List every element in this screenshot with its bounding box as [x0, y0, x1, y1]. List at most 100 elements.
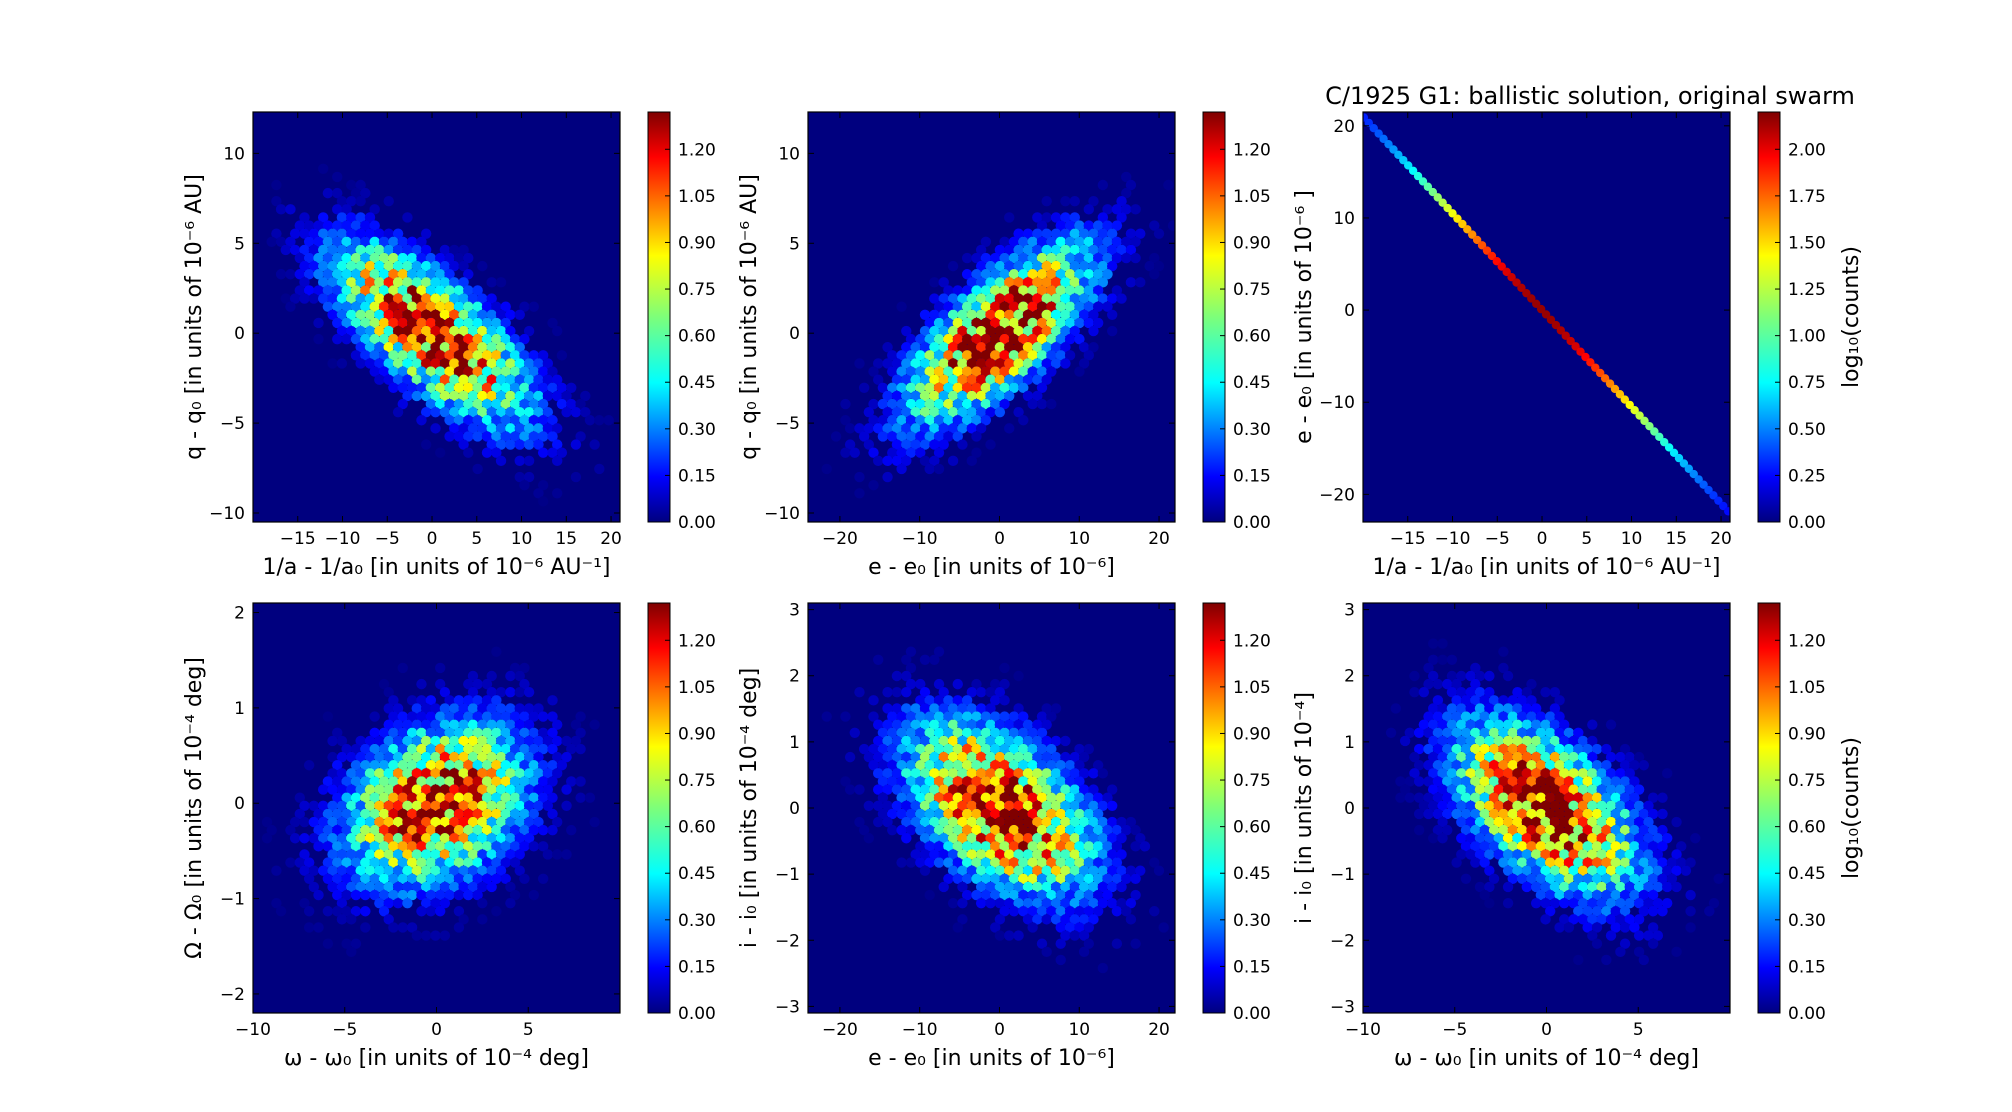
hexbin-cell: [966, 703, 977, 714]
hexbin-cell: [1601, 889, 1612, 901]
hexbin-cell: [584, 792, 596, 803]
hexbin-cell: [910, 784, 921, 795]
hexbin-cell: [1046, 841, 1057, 852]
hexbin-cell: [1394, 150, 1403, 160]
hexbin-cell: [547, 792, 558, 803]
hexbin-cell: [425, 873, 437, 885]
hexbin-cell: [1055, 922, 1066, 933]
hexbin-cell: [1050, 244, 1062, 256]
hexbin-cell: [971, 889, 982, 901]
hexbin-cell: [519, 398, 530, 410]
hexbin-cell: [1027, 285, 1038, 296]
hexbin-cell: [430, 390, 441, 402]
hexbin-cell: [449, 849, 460, 860]
hexbin-cell: [1158, 922, 1169, 933]
hexbin-cell: [547, 415, 558, 426]
hexbin-cell: [336, 358, 348, 369]
hexbin-cell: [495, 703, 507, 714]
hexbin-cell: [896, 301, 907, 312]
hexbin-cell: [420, 358, 432, 369]
hexbin-cell: [430, 406, 441, 418]
hexbin-cell: [1460, 841, 1472, 852]
hexbin-cell: [285, 269, 296, 280]
hexbin-cell: [1149, 252, 1160, 264]
hexbin-cell: [1046, 366, 1057, 377]
hexbin-cell: [486, 816, 497, 828]
hexbin-cell: [346, 277, 357, 288]
hexbin-cell: [975, 751, 987, 763]
hexbin-cell: [1379, 134, 1388, 144]
hexbin-cell: [505, 342, 516, 353]
hexbin-cell: [402, 897, 413, 909]
hexbin-cell: [999, 350, 1010, 361]
hexbin-cell: [1545, 792, 1556, 803]
colorbar-tick-label: 0.60: [678, 327, 716, 347]
hexbin-cell: [303, 760, 315, 771]
hexbin-cell: [336, 325, 348, 337]
hexbin-cell: [327, 309, 338, 320]
hexbin-cell: [1619, 857, 1631, 868]
hexbin-cell: [1050, 816, 1062, 828]
x-tick-label: 20: [1148, 529, 1170, 549]
hexbin-cell: [858, 824, 870, 836]
hexbin-cell: [1456, 735, 1467, 747]
hexbin-cell: [458, 293, 469, 304]
hexbin-cell: [1018, 743, 1029, 755]
hexbin-cell: [1437, 703, 1448, 714]
hexbin-cell: [439, 244, 451, 256]
hexbin-cell: [1615, 914, 1626, 925]
hexbin-cell: [905, 646, 917, 657]
hexbin-cell: [369, 857, 380, 868]
hexbin-cell: [327, 784, 338, 795]
hexbin-cell: [952, 398, 963, 410]
hexbin-cell: [547, 447, 558, 458]
hexbin-cell: [1102, 269, 1113, 280]
hexbin-cell: [1601, 743, 1612, 755]
hexbin-cell: [971, 415, 982, 426]
hexbin-cell: [891, 751, 903, 763]
hexbin-cell: [1563, 727, 1575, 738]
hexbin-cell: [509, 711, 521, 722]
hexbin-cell: [1069, 260, 1080, 272]
hexbin-cell: [985, 406, 996, 418]
y-tick-label: −20: [1319, 485, 1355, 505]
hexbin-cell: [1526, 711, 1537, 722]
hexbin-cell: [1083, 873, 1095, 885]
hexbin-cell: [1088, 342, 1099, 353]
hexbin-cell: [985, 800, 996, 811]
hexbin-cell: [458, 423, 469, 434]
hexbin-cell: [971, 269, 982, 280]
hexbin-cell: [453, 285, 465, 296]
hexbin-cell: [1446, 703, 1458, 714]
hexbin-cell: [877, 431, 889, 442]
hexbin-cell: [1479, 776, 1490, 787]
hexbin-cell: [266, 236, 277, 247]
hexbin-cell: [1605, 816, 1617, 828]
hexbin-cell: [495, 719, 507, 730]
hexbin-cell: [332, 889, 343, 901]
x-axis-label: ω - ω₀ [in units of 10⁻⁴ deg]: [284, 1046, 589, 1071]
hexbin-cell: [873, 455, 884, 467]
hexbin-cell: [509, 743, 521, 755]
hexbin-cell: [952, 727, 963, 738]
hexbin-cell: [458, 719, 469, 730]
hexbin-cell: [1050, 358, 1062, 369]
hexbin-cell: [308, 244, 320, 256]
hexbin-cell: [952, 431, 963, 442]
hexbin-cell: [1465, 849, 1476, 860]
hexbin-cell: [402, 358, 413, 369]
hexbin-cell: [519, 415, 530, 426]
hexbin-cell: [285, 857, 296, 868]
hexbin-cell: [425, 711, 437, 722]
hexbin-cell: [957, 800, 968, 811]
hexbin-cell: [1512, 278, 1521, 287]
hexbin-cell: [1605, 800, 1617, 811]
hexbin-cell: [332, 824, 343, 836]
hexbin-cell: [364, 244, 376, 256]
hexbin-cell: [1568, 768, 1579, 779]
hexbin-cell: [994, 309, 1006, 320]
hexbin-cell: [547, 808, 558, 820]
hexbin-cell: [1413, 743, 1425, 755]
hexbin-cell: [924, 398, 935, 410]
hexbin-cell: [873, 784, 884, 795]
